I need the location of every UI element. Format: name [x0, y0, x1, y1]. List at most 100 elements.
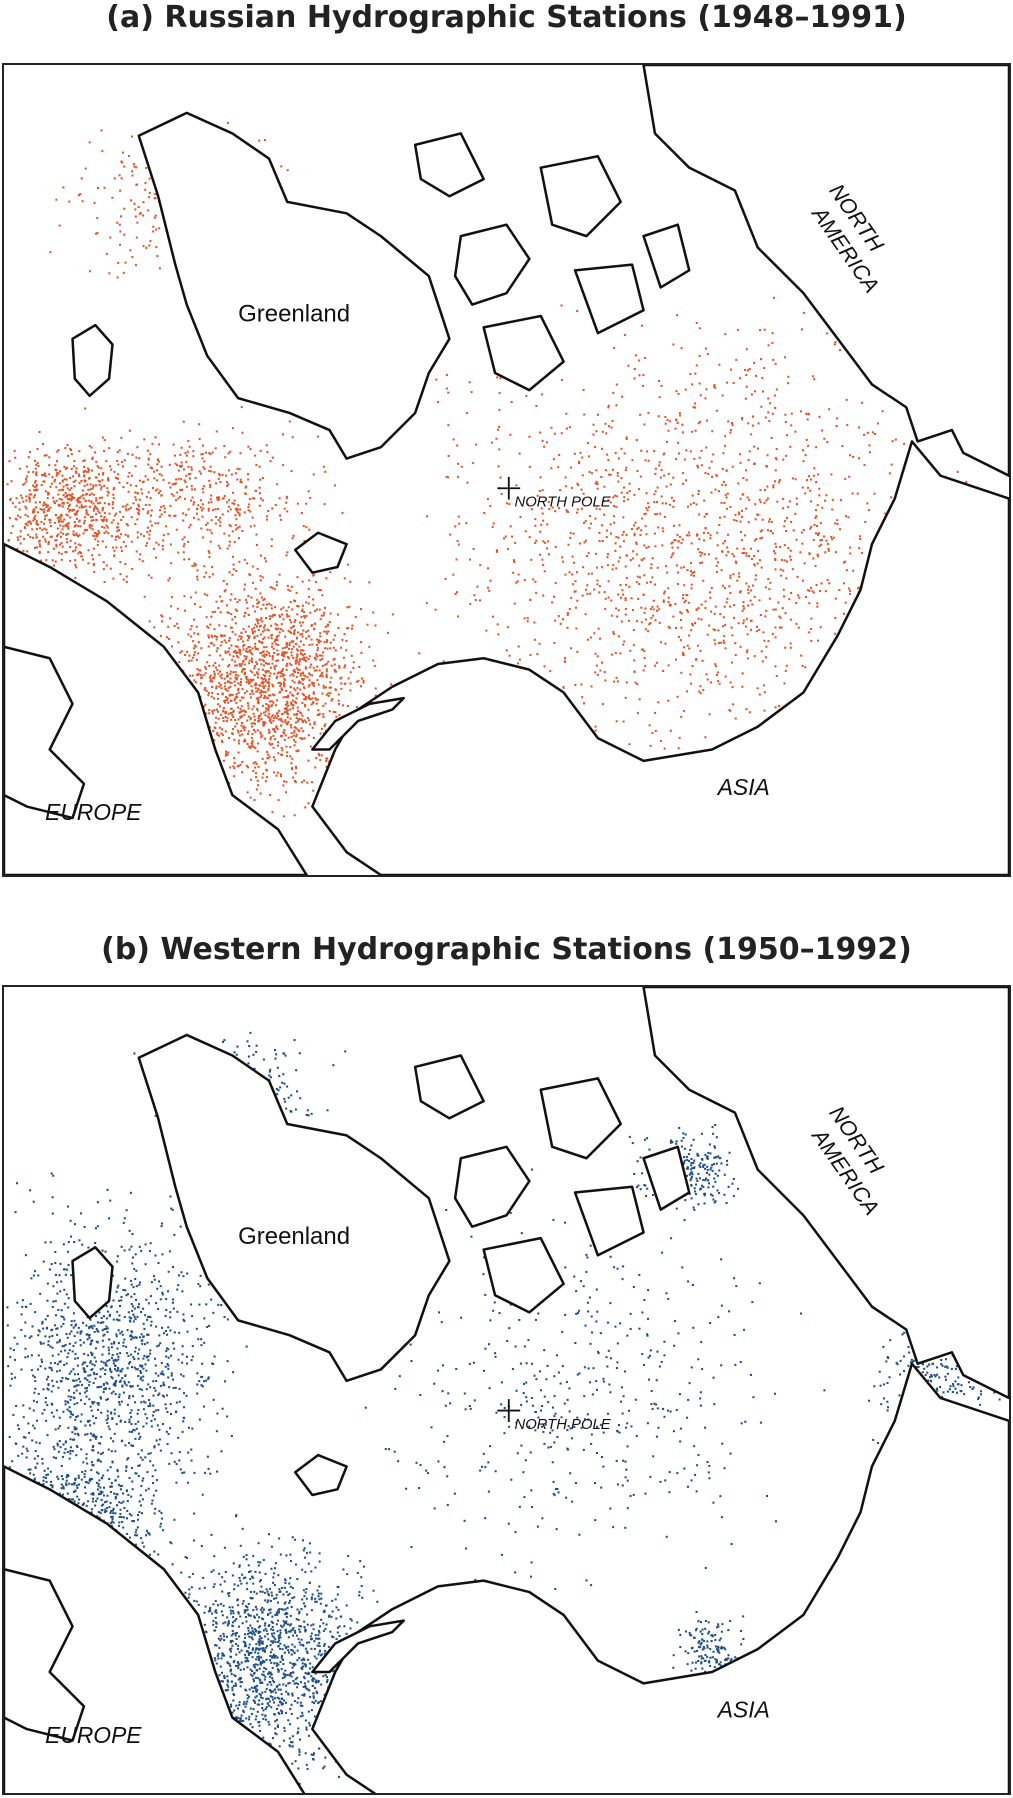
station-dot — [301, 604, 304, 607]
station-dot — [795, 622, 798, 625]
station-dot — [225, 752, 228, 755]
station-dot — [209, 483, 212, 486]
station-dot — [262, 722, 265, 725]
station-dot — [150, 466, 153, 469]
station-dot — [209, 623, 212, 626]
station-dot — [844, 601, 847, 604]
station-dot — [659, 740, 662, 743]
station-dot — [264, 714, 267, 717]
station-dot — [112, 493, 115, 496]
station-dot — [103, 581, 106, 584]
station-dot — [52, 547, 56, 550]
station-dot — [816, 553, 819, 556]
station-dot — [635, 581, 638, 584]
station-dot — [42, 1342, 45, 1345]
station-dot — [593, 632, 596, 635]
station-dot — [195, 625, 198, 628]
station-dot — [101, 1339, 104, 1342]
station-dot — [240, 481, 243, 484]
station-dot — [639, 533, 642, 536]
station-dot — [113, 1412, 116, 1415]
station-dot — [724, 540, 727, 543]
station-dot — [259, 652, 262, 655]
station-dot — [598, 591, 601, 594]
station-dot — [228, 544, 231, 547]
station-dot — [251, 708, 254, 711]
station-dot — [169, 504, 172, 507]
station-dot — [214, 447, 217, 450]
station-dot — [116, 276, 119, 279]
station-dot — [285, 501, 288, 504]
station-dot — [79, 1339, 82, 1342]
station-dot — [301, 608, 304, 611]
north-pole-marker — [497, 476, 521, 500]
station-dot — [841, 445, 844, 448]
station-dot — [597, 627, 600, 630]
station-dot — [279, 615, 282, 618]
station-dot — [259, 618, 262, 621]
station-dot — [106, 487, 109, 490]
station-dot — [312, 682, 315, 685]
station-dot — [126, 1458, 129, 1461]
station-dot — [128, 1418, 131, 1421]
station-dot — [632, 608, 635, 612]
station-dot — [274, 638, 277, 642]
station-dot — [34, 467, 37, 470]
station-dot — [215, 430, 218, 433]
station-dot — [47, 492, 50, 495]
station-dot — [457, 475, 460, 478]
station-dot — [681, 653, 684, 656]
station-dot — [635, 542, 638, 545]
station-dot — [636, 683, 639, 686]
station-dot — [68, 503, 71, 506]
station-dot — [89, 1374, 92, 1377]
station-dot — [192, 516, 195, 519]
station-dot — [191, 488, 194, 491]
station-dot — [75, 1323, 78, 1326]
station-dot — [734, 717, 737, 720]
station-dot — [179, 1468, 182, 1471]
station-dot — [21, 483, 24, 486]
station-dot — [247, 445, 250, 448]
station-dot — [178, 1459, 181, 1462]
station-dot — [623, 496, 626, 499]
station-dot — [84, 407, 87, 410]
station-dot — [633, 524, 636, 527]
station-dot — [625, 437, 628, 440]
station-dot — [34, 1311, 37, 1314]
station-dot — [97, 466, 100, 469]
station-dot — [276, 711, 279, 714]
station-dot — [34, 501, 37, 504]
station-dot — [44, 538, 47, 541]
station-dot — [67, 1263, 70, 1267]
station-dot — [196, 1392, 199, 1395]
station-dot — [134, 1278, 137, 1281]
station-dot — [47, 493, 50, 496]
station-dot — [201, 444, 204, 447]
station-dot — [554, 582, 557, 585]
station-dot — [775, 675, 778, 678]
station-dot — [780, 558, 783, 562]
station-dot — [224, 750, 228, 753]
station-dot — [247, 595, 250, 598]
station-dot — [282, 654, 285, 657]
station-dot — [283, 711, 286, 714]
station-dot — [209, 680, 212, 683]
station-dot — [510, 400, 513, 404]
station-dot — [145, 1534, 148, 1537]
station-dot — [70, 1413, 73, 1416]
station-dot — [35, 485, 38, 488]
station-dot — [236, 467, 239, 470]
station-dot — [275, 643, 278, 646]
station-dot — [760, 405, 763, 408]
station-dot — [577, 484, 580, 487]
station-dot — [890, 496, 893, 499]
station-dot — [243, 713, 246, 716]
station-dot — [223, 1316, 226, 1319]
station-dot — [737, 482, 740, 485]
station-dot — [167, 1367, 170, 1370]
station-dot — [596, 583, 599, 586]
station-dot — [584, 613, 587, 616]
station-dot — [307, 696, 310, 699]
station-dot — [95, 484, 98, 487]
